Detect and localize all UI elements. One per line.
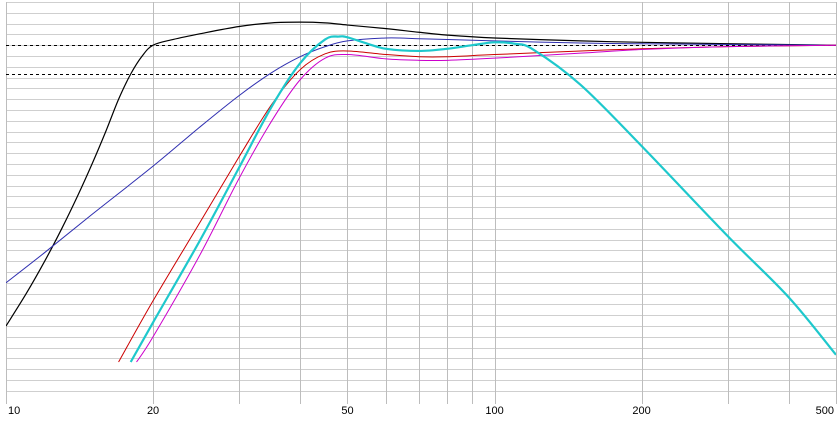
- plot-area: [6, 2, 836, 398]
- series-line-1: [6, 21, 836, 327]
- x-tick-label: 10: [8, 405, 20, 417]
- x-tick-label: 20: [147, 405, 159, 417]
- x-tick-label: 50: [341, 405, 353, 417]
- x-tick-label: 100: [485, 405, 503, 417]
- x-tick-labels: 10 20 50 100 200 500: [8, 405, 834, 417]
- series-line-5: [129, 35, 836, 363]
- x-tick-label: 500: [816, 405, 834, 417]
- series-curves: [6, 21, 836, 363]
- series-line-4: [136, 44, 836, 363]
- series-line-2: [6, 37, 836, 284]
- x-tick-label: 200: [632, 405, 650, 417]
- grid-lines: [6, 2, 837, 404]
- series-line-3: [118, 44, 836, 363]
- reference-lines: [6, 45, 836, 75]
